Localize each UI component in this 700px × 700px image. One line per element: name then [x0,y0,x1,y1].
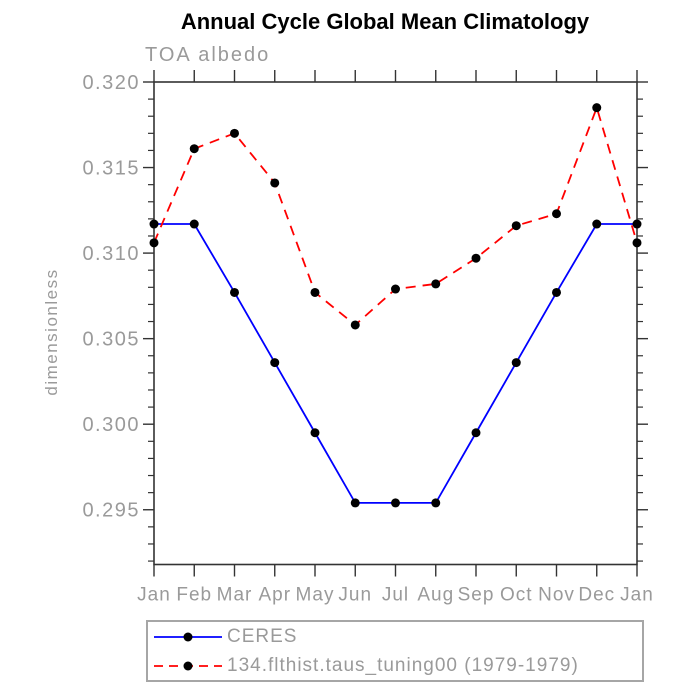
series-marker-0 [592,219,602,229]
plot-area: Jan Feb Mar Apr May Jun Jul Aug Sep Oct Nov Dec Jan0… [82,70,654,606]
series-marker-1 [230,128,239,138]
x-tick-label: Nov [538,585,575,606]
series-marker-1 [149,238,159,248]
x-tick-label: Jan [620,585,654,606]
y-tick-label: 0.315 [82,158,140,180]
x-tick-label: Aug [417,585,454,606]
x-tick-label: Jul [382,585,409,606]
series-marker-1 [270,178,280,188]
series-marker-0 [350,498,360,508]
legend-line-sample-dashed-icon [154,661,222,670]
series-marker-0 [149,219,159,229]
series-marker-1 [592,103,602,113]
x-tick-label: Jun [338,585,372,606]
y-tick-label: 0.320 [82,72,140,94]
series-marker-1 [310,287,320,297]
series-marker-1 [471,253,481,263]
series-marker-0 [230,287,239,297]
series-line-0 [154,223,637,504]
series-marker-0 [632,219,642,229]
series-marker-1 [632,238,642,248]
x-tick-label: Dec [578,585,615,606]
series-marker-1 [189,144,199,154]
series-marker-0 [391,498,400,508]
x-tick-label: Sep [458,585,495,606]
legend-item-model: 134.flthist.taus_tuning00 (1979-1979) [148,651,642,680]
x-tick-label: Mar [217,585,253,606]
axis-frame [153,81,638,566]
series-marker-1 [350,320,360,330]
y-tick-label: 0.300 [82,414,140,436]
series-marker-0 [552,287,561,297]
legend-label-ceres: CERES [227,625,298,647]
series-marker-0 [511,358,521,368]
x-tick-label: Feb [176,585,212,606]
series-marker-0 [270,358,280,368]
chart-subtitle: TOA albedo [145,44,271,66]
legend-label-model: 134.flthist.taus_tuning00 (1979-1979) [227,654,579,676]
series-marker-0 [471,428,481,438]
series-marker-0 [310,428,320,438]
series-marker-1 [431,279,441,289]
series-marker-0 [189,219,199,229]
legend-box: CERES 134.flthist.taus_tuning00 (1979-19… [146,620,644,682]
x-tick-label: May [296,585,335,606]
series-marker-1 [552,209,561,219]
legend-item-ceres: CERES [148,622,642,651]
chart-title: Annual Cycle Global Mean Climatology [180,9,590,34]
y-tick-label: 0.295 [82,500,140,522]
y-tick-label: 0.310 [82,243,140,265]
x-tick-label: Apr [258,585,291,606]
x-tick-label: Oct [500,585,533,606]
legend-line-sample-solid-icon [154,632,222,641]
y-tick-label: 0.305 [82,329,140,351]
series-marker-0 [431,498,441,508]
series-marker-1 [391,284,400,294]
series-marker-1 [511,221,521,231]
x-tick-label: Jan [137,585,171,606]
